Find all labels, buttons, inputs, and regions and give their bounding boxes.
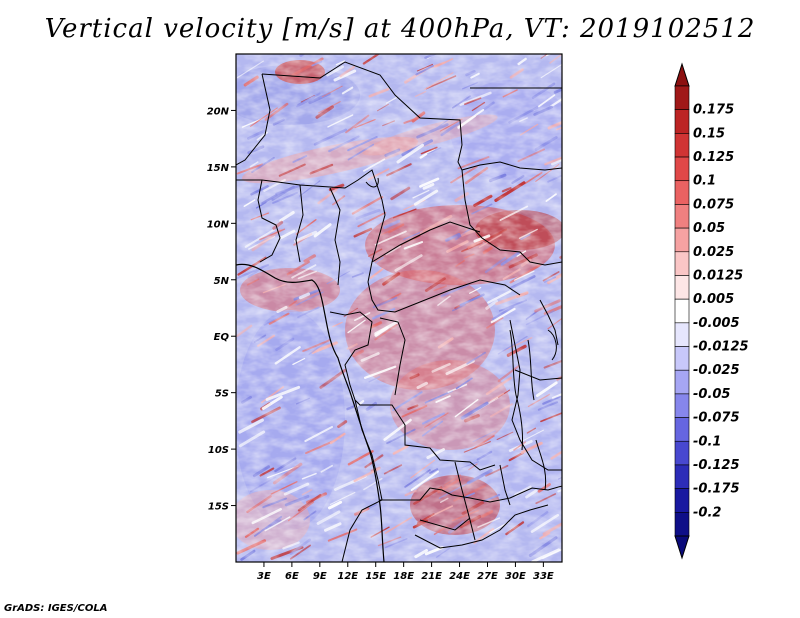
lat-tick-label: 5N	[214, 276, 230, 287]
colorbar-label: -0.1	[693, 434, 721, 449]
colorbar-swatch	[674, 369, 690, 395]
border-line	[329, 311, 373, 401]
colorbar-label: -0.175	[693, 482, 740, 497]
country-borders	[236, 61, 562, 562]
colorbar-label: -0.2	[693, 505, 721, 520]
lat-tick-label: 15N	[207, 163, 230, 174]
colorbar-label: -0.005	[693, 316, 740, 331]
lat-tick-label: 5S	[215, 389, 229, 400]
colorbar-swatch	[674, 109, 690, 134]
lon-tick-label: 33E	[533, 571, 554, 582]
lat-tick-label: 20N	[207, 106, 230, 117]
border-line	[236, 73, 271, 166]
colorbar-swatch	[674, 204, 690, 229]
colorbar-label: -0.075	[693, 411, 740, 426]
colorbar-swatch	[674, 464, 690, 489]
border-line	[236, 169, 386, 283]
colorbar-swatch	[674, 85, 690, 110]
border-line	[257, 179, 281, 263]
colorbar-label: 0.0125	[693, 268, 743, 283]
border-line	[379, 317, 406, 396]
map-title: Vertical velocity [m/s] at 400hPa, VT: 2…	[44, 14, 756, 44]
colorbar-label: 0.175	[693, 103, 734, 118]
border-line	[414, 504, 549, 549]
lat-tick-label: 15S	[208, 502, 229, 513]
colorbar-swatch	[674, 156, 690, 182]
border-line	[380, 485, 562, 503]
colorbar-swatch	[674, 346, 690, 371]
colorbar-label: 0.075	[693, 197, 734, 212]
velocity-field	[236, 54, 562, 562]
border-line	[461, 161, 562, 171]
colorbar-swatch	[674, 440, 690, 466]
border-line	[354, 399, 496, 471]
border-line	[419, 517, 471, 531]
lake-outline	[365, 177, 379, 188]
field-streak	[559, 255, 562, 259]
lon-tick-label: 12E	[337, 571, 358, 582]
colorbar-swatch	[674, 227, 690, 253]
border-line	[454, 461, 476, 541]
border-line	[499, 464, 511, 506]
colorbar-swatch	[674, 298, 690, 324]
lon-tick-label: 15E	[365, 571, 386, 582]
border-line	[514, 369, 562, 381]
border-line	[261, 61, 562, 266]
colorbar-swatch	[674, 488, 690, 513]
colorbar-label: 0.15	[693, 126, 725, 141]
colorbar-label: 0.025	[693, 245, 734, 260]
colorbar: 0.175 0.15 0.125 0.1 0.075 0.05 0.025 0.0125 0.0…	[674, 62, 749, 560]
coastline	[236, 263, 385, 562]
lon-tick-label: 6E	[285, 571, 299, 582]
border-line	[295, 184, 304, 263]
colorbar-swatch	[674, 180, 690, 205]
lon-tick-label: 21E	[421, 571, 442, 582]
colorbar-swatch	[674, 275, 690, 300]
lat-tick-label: 10S	[208, 445, 229, 456]
colorbar-swatch	[674, 322, 690, 347]
lon-tick-label: 9E	[313, 571, 327, 582]
grads-credit: GrADS: IGES/COLA	[4, 603, 108, 614]
lat-tick-label: 10N	[207, 219, 230, 230]
colorbar-label: -0.0125	[693, 340, 749, 355]
plot-frame	[235, 53, 563, 563]
colorbar-label: -0.05	[693, 387, 730, 402]
colorbar-label: 0.1	[693, 174, 716, 189]
border-line	[329, 187, 341, 286]
lon-tick-label: 24E	[449, 571, 470, 582]
colorbar-swatch	[674, 417, 690, 442]
colorbar-label: 0.125	[693, 150, 734, 165]
lon-tick-label: 18E	[393, 571, 414, 582]
colorbar-cap-bottom	[674, 535, 690, 560]
colorbar-cap-top	[674, 62, 690, 87]
longitude-axis: 3E 6E 9E 12E 15E 18E 21E 24E 27E 30E 33E	[257, 562, 554, 582]
lon-tick-label: 30E	[505, 571, 526, 582]
field-speckle	[236, 54, 562, 562]
border-line	[367, 279, 521, 313]
colorbar-label: 0.05	[693, 221, 725, 236]
border-line	[371, 221, 481, 263]
lat-tick-label: EQ	[214, 332, 230, 343]
lon-tick-label: 27E	[477, 571, 498, 582]
latitude-axis: 20N 15N 10N 5N EQ 5S 10S 15S	[207, 106, 236, 513]
colorbar-swatch	[674, 512, 690, 537]
colorbar-swatch	[674, 251, 690, 276]
border-line	[539, 299, 559, 346]
lon-tick-label: 3E	[257, 571, 271, 582]
border-line	[509, 319, 562, 471]
colorbar-label: -0.025	[693, 363, 740, 378]
colorbar-swatch	[674, 133, 690, 158]
colorbar-label: -0.125	[693, 458, 740, 473]
colorbar-swatch	[674, 393, 690, 418]
lake-outline	[509, 329, 557, 491]
colorbar-label: 0.005	[693, 292, 734, 307]
